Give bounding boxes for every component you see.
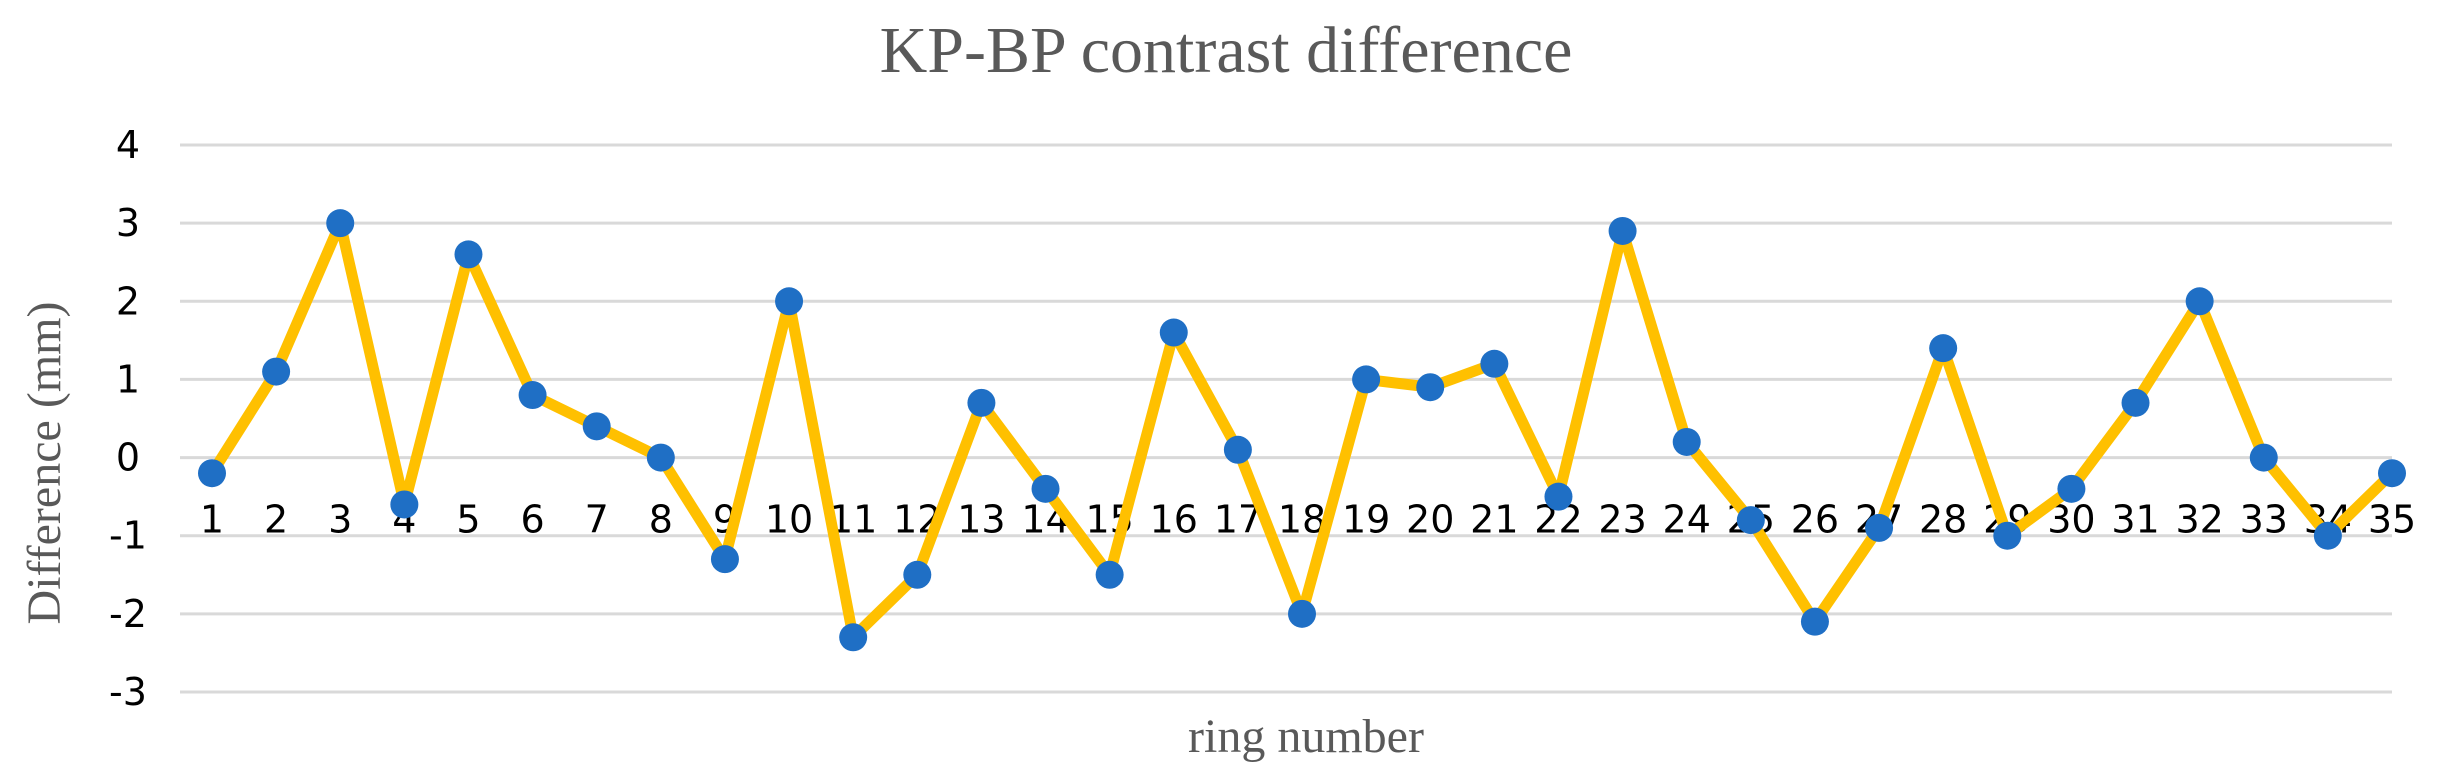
- gridlines: [180, 143, 2392, 694]
- data-point: [1159, 318, 1188, 347]
- data-point: [2313, 521, 2342, 550]
- data-point: [1223, 435, 1252, 464]
- y-tick-label: 0: [116, 436, 140, 480]
- x-tick-label: 8: [649, 498, 673, 542]
- x-tick-label: 21: [1470, 498, 1518, 542]
- x-tick-labels: 1 2 3 4 5 6 7 8 9 10 11 12 13 14 15 16 17 18 19 20 21 22 23 24 2…: [200, 498, 2416, 542]
- data-point: [2249, 443, 2278, 472]
- data-point: [1288, 599, 1316, 628]
- data-point: [2378, 459, 2406, 488]
- data-point: [1672, 427, 1701, 456]
- y-tick-label: 4: [116, 123, 140, 167]
- markers: [198, 209, 2406, 652]
- data-point: [1352, 365, 1381, 394]
- x-tick-label: 13: [957, 498, 1005, 542]
- data-point: [775, 287, 804, 316]
- data-point: [1031, 474, 1060, 503]
- data-point: [646, 443, 675, 472]
- x-tick-label: 35: [2368, 498, 2416, 542]
- chart-title: KP-BP contrast difference: [880, 14, 1573, 87]
- data-point: [454, 240, 483, 269]
- data-point: [1608, 216, 1637, 245]
- data-point: [1095, 560, 1124, 589]
- data-point: [2057, 474, 2086, 503]
- data-point: [1993, 521, 2022, 550]
- data-point: [518, 381, 547, 410]
- data-point: [1544, 482, 1573, 511]
- y-tick-label: 3: [116, 201, 140, 245]
- data-point: [967, 388, 996, 417]
- data-point: [2185, 287, 2214, 316]
- data-point: [262, 357, 291, 386]
- x-tick-label: 31: [2111, 498, 2159, 542]
- y-axis-title: Difference (mm): [18, 302, 71, 625]
- x-tick-label: 26: [1791, 498, 1839, 542]
- x-tick-label: 5: [456, 498, 480, 542]
- x-tick-label: 33: [2240, 498, 2288, 542]
- x-tick-label: 2: [264, 498, 288, 542]
- data-point: [326, 209, 355, 238]
- x-tick-label: 20: [1406, 498, 1454, 542]
- data-point: [1480, 349, 1509, 378]
- x-tick-label: 10: [765, 498, 813, 542]
- y-tick-label: -2: [109, 592, 147, 636]
- x-tick-label: 6: [520, 498, 544, 542]
- data-point: [582, 412, 611, 441]
- y-tick-label: 1: [116, 357, 140, 401]
- series-line: [206, 217, 2398, 643]
- data-point: [198, 459, 226, 488]
- x-tick-label: 16: [1150, 498, 1198, 542]
- x-tick-label: 32: [2175, 498, 2223, 542]
- x-tick-label: 24: [1663, 498, 1711, 542]
- data-point: [903, 560, 932, 589]
- x-tick-label: 3: [328, 498, 352, 542]
- x-axis-title: ring number: [1188, 710, 1424, 763]
- y-tick-labels: 4 3 2 1 0 -1 -2 -3: [109, 123, 147, 714]
- data-point: [1865, 513, 1894, 542]
- x-tick-label: 7: [585, 498, 609, 542]
- data-point: [390, 490, 419, 519]
- data-point: [2121, 388, 2150, 417]
- y-tick-label: -1: [109, 514, 147, 558]
- data-point: [1800, 607, 1829, 636]
- x-tick-label: 28: [1919, 498, 1967, 542]
- data-point: [1929, 334, 1958, 363]
- x-tick-label: 1: [200, 498, 224, 542]
- data-point: [1736, 506, 1765, 535]
- data-point: [1416, 373, 1445, 402]
- y-tick-label: -3: [109, 670, 147, 714]
- series: [206, 217, 2398, 643]
- data-point: [839, 623, 868, 652]
- x-tick-label: 23: [1598, 498, 1646, 542]
- y-tick-label: 2: [116, 279, 140, 323]
- data-point: [710, 545, 739, 574]
- x-tick-label: 19: [1342, 498, 1390, 542]
